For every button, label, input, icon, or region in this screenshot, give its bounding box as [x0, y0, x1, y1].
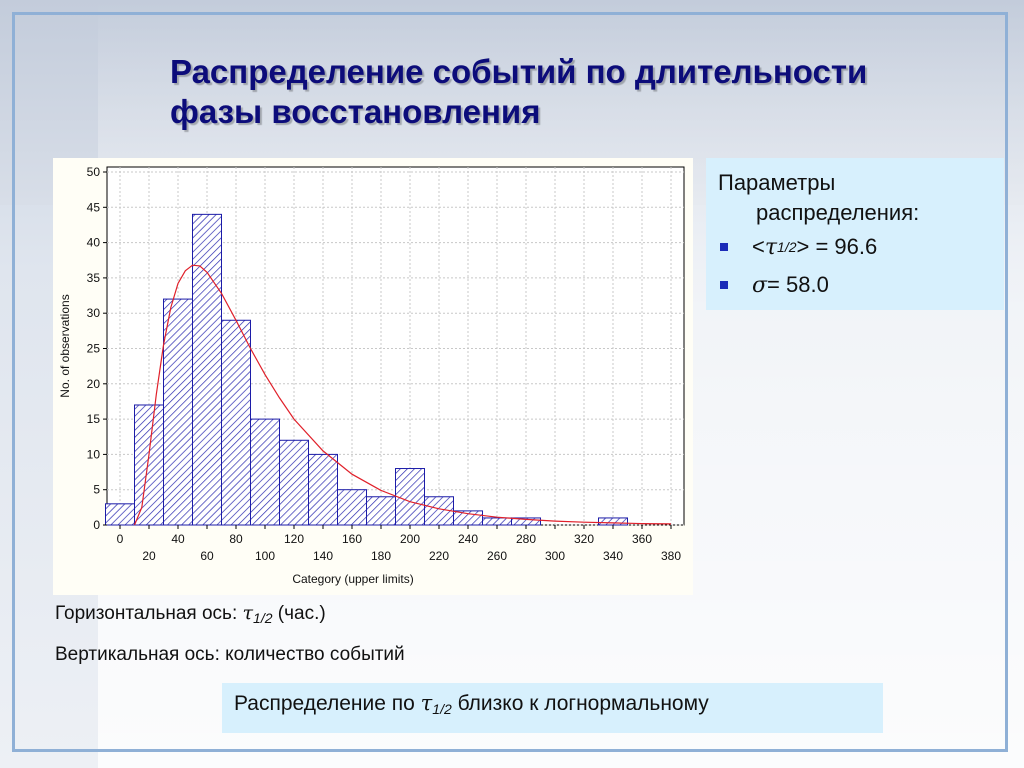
histogram-bars: [105, 213, 628, 526]
vertical-axis-caption: Вертикальная ось: количество событий: [55, 644, 405, 665]
y-tick-label: 5: [93, 483, 100, 497]
x-tick-label: 340: [603, 549, 623, 563]
histogram-bar: [134, 404, 164, 526]
histogram-bar: [221, 319, 251, 526]
slide-frame: [12, 12, 1008, 752]
param-mean-row: < τ 1/2 > = 96.6: [718, 228, 992, 266]
tau-symbol: τ: [764, 234, 778, 260]
histogram-bar: [598, 517, 628, 526]
tau-subscript: 1/2: [253, 610, 273, 626]
horizontal-caption-suffix: (час.): [272, 603, 326, 624]
params-heading-line1: Параметры: [718, 170, 836, 195]
x-tick-label: 200: [400, 532, 420, 546]
tau-subscript: 1/2: [777, 239, 797, 255]
y-tick-label: 20: [87, 377, 101, 391]
x-tick-label: 100: [255, 549, 275, 563]
histogram-bar: [279, 439, 309, 526]
x-tick-label: 320: [574, 532, 594, 546]
x-tick-label: 40: [171, 532, 185, 546]
x-tick-label: 180: [371, 549, 391, 563]
y-tick-label: 15: [87, 412, 101, 426]
fit-curve-layer: [133, 264, 672, 526]
distribution-parameters-box: Параметры распределения: < τ 1/2 > = 96.…: [706, 158, 1004, 310]
y-tick-label: 50: [87, 165, 101, 179]
params-heading: Параметры распределения:: [718, 168, 992, 228]
histogram-bar: [482, 517, 512, 526]
param-sigma-row: σ = 58.0: [718, 266, 992, 304]
histogram-bar: [163, 298, 193, 526]
horizontal-caption-prefix: Горизонтальная ось:: [55, 603, 243, 624]
slide-title: Распределение событий по длительности фа…: [170, 53, 868, 130]
lognormal-fit-curve: [133, 264, 672, 526]
x-tick-label: 260: [487, 549, 507, 563]
x-tick-label: 60: [200, 549, 214, 563]
histogram-bar: [337, 489, 367, 526]
sigma-symbol: σ: [752, 272, 768, 298]
y-axis-ticks: 0 5 10 15 20 25 30 35 40 45 50: [87, 165, 107, 532]
x-tick-label: 20: [142, 549, 156, 563]
histogram-bar: [308, 453, 338, 526]
histogram-bar: [366, 496, 396, 526]
x-tick-label: 80: [229, 532, 243, 546]
x-tick-label: 240: [458, 532, 478, 546]
x-tick-label: 300: [545, 549, 565, 563]
tau-symbol: τ: [420, 691, 433, 715]
y-tick-label: 30: [87, 306, 101, 320]
x-tick-label: 120: [284, 532, 304, 546]
conclusion-suffix: близко к логнормальному: [451, 692, 709, 715]
y-tick-label: 40: [87, 236, 101, 250]
x-axis-label: Category (upper limits): [292, 572, 413, 586]
x-tick-label: 360: [632, 532, 652, 546]
histogram-bar: [105, 503, 135, 526]
conclusion-prefix: Распределение по: [234, 692, 421, 715]
x-tick-label: 220: [429, 549, 449, 563]
y-tick-label: 10: [87, 447, 101, 461]
y-tick-label: 25: [87, 342, 101, 356]
x-tick-label: 0: [117, 532, 124, 546]
conclusion-box: Распределение по τ1/2 близко к логнормал…: [222, 683, 883, 733]
histogram-bar: [250, 418, 280, 526]
y-tick-label: 0: [93, 518, 100, 532]
histogram-panel: 0 5 10 15 20 25 30 35 40 45 50 0 20 40 60 80 100 120 140 1…: [53, 158, 693, 595]
square-bullet-icon: [720, 243, 728, 251]
histogram-bar: [395, 468, 425, 526]
tau-subscript: 1/2: [432, 701, 452, 717]
x-axis-ticks: 0 20 40 60 80 100 120 140 160 180 200 220 240 260 280 3…: [117, 525, 681, 563]
y-tick-label: 35: [87, 271, 101, 285]
x-tick-label: 160: [342, 532, 362, 546]
horizontal-axis-caption: Горизонтальная ось: τ1/2 (час.): [55, 602, 326, 626]
square-bullet-icon: [720, 281, 728, 289]
x-tick-label: 280: [516, 532, 536, 546]
y-axis-label: No. of observations: [58, 294, 72, 397]
params-heading-line2: распределения:: [756, 200, 920, 225]
param-mean-prefix: <: [752, 234, 765, 259]
tau-symbol: τ: [242, 602, 254, 624]
histogram-bar: [453, 510, 483, 526]
x-tick-label: 140: [313, 549, 333, 563]
x-tick-label: 380: [661, 549, 681, 563]
y-tick-label: 45: [87, 200, 101, 214]
param-sigma-value: = 58.0: [767, 272, 829, 297]
histogram-chart: 0 5 10 15 20 25 30 35 40 45 50 0 20 40 60 80 100 120 140 1…: [53, 158, 693, 595]
histogram-bar: [192, 213, 222, 526]
param-mean-value: > = 96.6: [796, 234, 878, 259]
